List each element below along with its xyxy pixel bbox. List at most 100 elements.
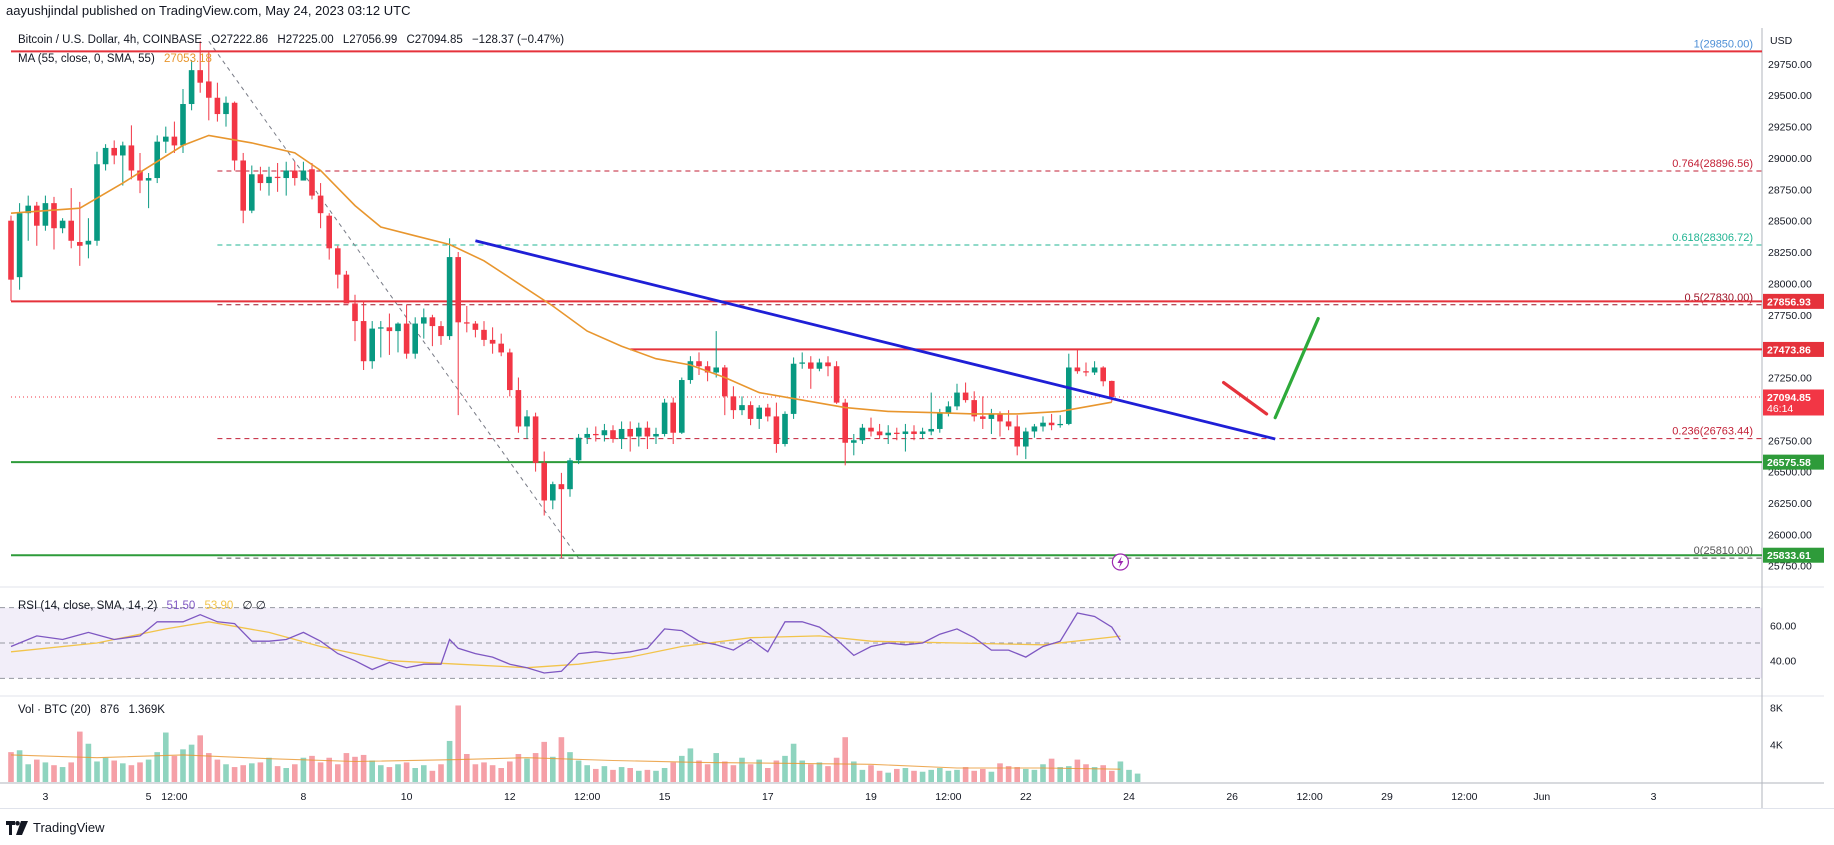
volume-bar <box>102 757 109 782</box>
volume-bar <box>919 771 926 782</box>
volume-bar <box>180 749 186 782</box>
candle-body <box>240 160 246 211</box>
candle-body <box>481 329 487 340</box>
volume-bar <box>739 757 745 782</box>
ohlc-close: C27094.85 <box>406 34 463 46</box>
candle-body <box>326 215 332 249</box>
volume-bar <box>455 705 461 782</box>
candle-body <box>954 392 960 407</box>
candle-body <box>292 170 298 179</box>
volume-bar <box>704 764 711 782</box>
candle-body <box>937 412 943 429</box>
volume-bar <box>670 762 676 782</box>
candle-body <box>214 97 221 115</box>
tradingview-footer[interactable]: TradingView <box>6 820 105 835</box>
candle-body <box>782 413 788 445</box>
volume-ma-value: 1.369K <box>128 704 165 716</box>
candle-body <box>352 303 358 322</box>
candle-body <box>188 70 195 105</box>
candle-body <box>558 484 565 490</box>
candle-body <box>997 413 1003 422</box>
volume-bar <box>59 767 66 782</box>
volume-bar <box>756 759 762 782</box>
volume-bar <box>343 753 350 782</box>
countdown-text: 46:14 <box>1767 403 1793 415</box>
ma-legend[interactable]: MA (55, close, 0, SMA, 55) 27053.18 <box>18 53 218 65</box>
candle-body <box>309 169 315 196</box>
volume-bar <box>1117 761 1124 782</box>
candle-body <box>360 321 367 362</box>
volume-bar <box>1040 764 1046 782</box>
candle-body <box>722 367 728 397</box>
ma55-line <box>10 134 1112 415</box>
volume-bar <box>249 763 255 782</box>
candle-body <box>1048 422 1055 426</box>
candle-body <box>180 104 186 146</box>
time-tick-label: 15 <box>659 791 671 803</box>
candle-body <box>249 174 255 211</box>
candle-body <box>283 170 289 179</box>
volume-bar <box>206 753 212 782</box>
candle-body <box>945 406 952 413</box>
candle-body <box>825 362 831 367</box>
candle-body <box>403 323 410 354</box>
time-tick-label: 3 <box>1651 791 1657 803</box>
candle-body <box>163 136 169 142</box>
candle-body <box>343 274 350 304</box>
rsi-label[interactable]: RSI (14, close, SMA, 14, 2) <box>18 600 158 612</box>
price-tick-label: 28000.00 <box>1768 278 1812 290</box>
candle-body <box>524 416 530 427</box>
fib-level-label: 0.618(28306.72) <box>1672 232 1753 244</box>
ma-label[interactable]: MA (55, close, 0, SMA, 55) <box>18 53 155 65</box>
volume-bar <box>928 769 934 782</box>
volume-bar <box>395 764 401 782</box>
volume-bar <box>42 762 49 782</box>
price-tick-label: 26250.00 <box>1768 498 1812 510</box>
symbol-legend[interactable]: Bitcoin / U.S. Dollar, 4h, COINBASE O272… <box>18 34 570 46</box>
volume-bar <box>317 762 324 782</box>
candle-body <box>661 402 668 434</box>
currency-label: USD <box>1770 35 1793 47</box>
candle-body <box>42 203 49 226</box>
brand-name: TradingView <box>33 820 105 835</box>
volume-bar <box>816 762 823 782</box>
candle-body <box>1040 422 1046 427</box>
volume-bar <box>214 759 221 782</box>
time-tick-label: Jun <box>1533 791 1550 803</box>
candle-body <box>438 326 444 337</box>
rsi-legend[interactable]: RSI (14, close, SMA, 14, 2) 51.50 53.90 … <box>18 598 272 612</box>
candle-body <box>928 428 934 432</box>
volume-bar <box>421 765 427 782</box>
rsi-tick-label: 40.00 <box>1770 656 1796 668</box>
volume-bar <box>773 760 780 782</box>
candle-body <box>1074 367 1081 372</box>
price-axis-badge <box>1763 293 1824 309</box>
time-tick-label: 29 <box>1381 791 1393 803</box>
volume-bar <box>575 760 582 782</box>
price-tick-label: 27750.00 <box>1768 310 1812 322</box>
volume-label[interactable]: Vol · BTC (20) <box>18 704 91 716</box>
tradingview-logo-icon <box>6 820 28 835</box>
candle-body <box>1109 380 1115 397</box>
volume-bar <box>911 770 917 782</box>
candle-body <box>541 462 547 501</box>
candle-body <box>808 362 814 369</box>
symbol-title[interactable]: Bitcoin / U.S. Dollar, 4h, COINBASE <box>18 34 203 46</box>
candle-body <box>85 240 92 245</box>
volume-legend[interactable]: Vol · BTC (20) 876 1.369K <box>18 704 171 716</box>
candle-body <box>102 147 109 165</box>
fib-level-label: 0.236(26763.44) <box>1672 426 1753 438</box>
price-tick-label: 28250.00 <box>1768 247 1812 259</box>
candle-body <box>911 431 917 434</box>
rsi-ma-value: 53.90 <box>204 600 234 612</box>
time-tick-label: 12:00 <box>161 791 187 803</box>
price-axis-badge <box>1763 547 1824 563</box>
ma-value: 27053.18 <box>163 53 212 65</box>
volume-bar <box>25 764 31 782</box>
candle-body <box>111 147 117 156</box>
time-tick-label: 12:00 <box>1451 791 1477 803</box>
candle-body <box>1083 371 1089 373</box>
volume-bar <box>369 760 375 782</box>
candle-body <box>1031 426 1038 432</box>
